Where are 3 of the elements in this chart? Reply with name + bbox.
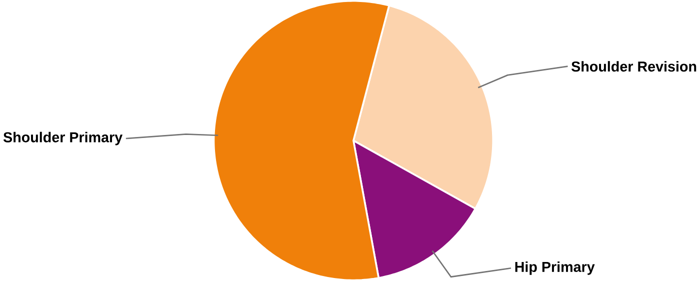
slice-label: Shoulder Primary: [3, 132, 123, 146]
slice-label: Shoulder Revision: [571, 61, 696, 72]
slice-label: Hip Primary: [515, 261, 595, 275]
